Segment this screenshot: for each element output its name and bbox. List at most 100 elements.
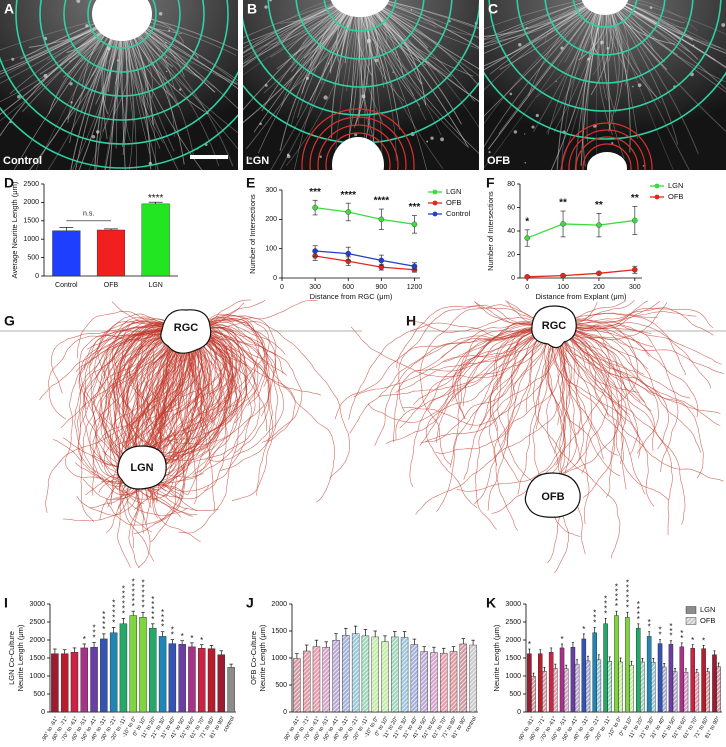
neurite-trace <box>571 312 658 323</box>
significance: ** <box>559 198 567 209</box>
bar <box>119 623 128 713</box>
y-tick-label: 2000 <box>29 637 45 644</box>
point <box>312 248 318 254</box>
neurite-trace <box>192 338 232 476</box>
neurite-trace <box>570 318 638 403</box>
legend-marker <box>432 211 438 217</box>
neurite-trace <box>100 343 198 477</box>
neurite-trace <box>556 339 686 525</box>
speck <box>158 12 163 16</box>
micrograph-ofb <box>484 0 726 170</box>
fiber <box>611 0 654 51</box>
speck <box>70 101 73 104</box>
bar <box>661 666 667 713</box>
significance: * <box>702 637 705 646</box>
neurite-trace <box>152 341 178 456</box>
neurite-trace <box>396 305 538 369</box>
neurite-trace <box>409 326 537 488</box>
neurite-trace <box>436 328 537 444</box>
explant <box>332 137 384 170</box>
speck <box>249 157 253 161</box>
bar <box>312 646 321 713</box>
y-tick-label: 1000 <box>29 673 45 680</box>
neurite-trace <box>161 326 233 461</box>
neurite-trace <box>126 343 183 533</box>
bar <box>548 652 554 713</box>
speck <box>448 20 451 23</box>
fiber <box>376 0 479 39</box>
y-tick-label: 20 <box>507 251 515 258</box>
bar <box>342 635 350 713</box>
neurite-trace <box>425 330 538 509</box>
explant-label: RGC <box>174 322 199 334</box>
speck <box>632 85 634 88</box>
fiber <box>336 0 356 62</box>
fiber <box>344 0 359 64</box>
significance: *** <box>309 187 321 198</box>
neurite-trace <box>570 331 648 370</box>
x-axis-label: Distance from Explant (μm) <box>535 292 627 301</box>
significance: *** <box>92 624 95 643</box>
y-tick-label: 1000 <box>23 236 39 243</box>
point <box>524 235 530 241</box>
bar <box>657 643 663 713</box>
bar <box>52 230 81 277</box>
legend-label: OFB <box>446 198 461 207</box>
neurite-trace <box>546 339 566 466</box>
panel-letter: J <box>246 595 254 611</box>
bar <box>322 647 330 713</box>
panel-letter: B <box>247 1 257 17</box>
significance: * <box>528 640 531 649</box>
neurite-trace <box>533 339 621 559</box>
speck <box>264 5 268 9</box>
y-axis-label: LGN Co-Culture <box>7 631 16 685</box>
point <box>560 272 566 279</box>
bar <box>570 647 576 713</box>
y-tick-label: 1500 <box>505 655 521 662</box>
fiber <box>281 0 349 44</box>
bar <box>449 651 458 713</box>
speck <box>76 0 81 3</box>
legend-label: LGN <box>668 181 683 190</box>
bar <box>51 653 59 713</box>
significance: **** <box>148 193 164 204</box>
speck <box>560 46 564 50</box>
rgc-explant <box>160 309 212 354</box>
fiber <box>369 0 424 40</box>
speck <box>430 136 434 140</box>
fiber <box>358 0 383 170</box>
neurite-trace <box>202 314 279 501</box>
speck <box>692 44 695 47</box>
tracing-ofb <box>334 300 724 573</box>
bar <box>559 647 565 713</box>
speck <box>426 140 429 143</box>
significance: **** <box>637 600 640 624</box>
neurite-trace <box>77 311 169 359</box>
neurite-trace <box>109 334 170 406</box>
rings <box>484 0 726 140</box>
neurite-trace <box>349 324 537 434</box>
legend-marker <box>654 194 660 200</box>
panel-letter: C <box>488 1 498 17</box>
bar <box>188 646 196 713</box>
y-tick-label: 500 <box>27 254 39 261</box>
y-tick-label: 2500 <box>505 619 521 626</box>
fiber <box>549 0 598 34</box>
explant <box>581 0 629 15</box>
neurite-trace <box>456 339 571 492</box>
significance: * * * * * * <box>132 578 135 612</box>
bar <box>531 676 536 713</box>
speck <box>259 122 262 126</box>
x-tick-label: 200 <box>593 284 605 291</box>
speck <box>525 26 528 29</box>
legend-label: OFB <box>700 616 715 625</box>
neurite-trace <box>124 341 177 408</box>
y-axis-label: Average Neurite Length (μm) <box>10 181 19 278</box>
explant <box>587 152 627 170</box>
fiber <box>617 0 694 42</box>
neurite-trace <box>196 341 213 424</box>
neurite-trace <box>424 327 537 443</box>
bar <box>158 636 167 713</box>
neurite-trace <box>122 334 204 478</box>
fiber <box>574 0 605 170</box>
